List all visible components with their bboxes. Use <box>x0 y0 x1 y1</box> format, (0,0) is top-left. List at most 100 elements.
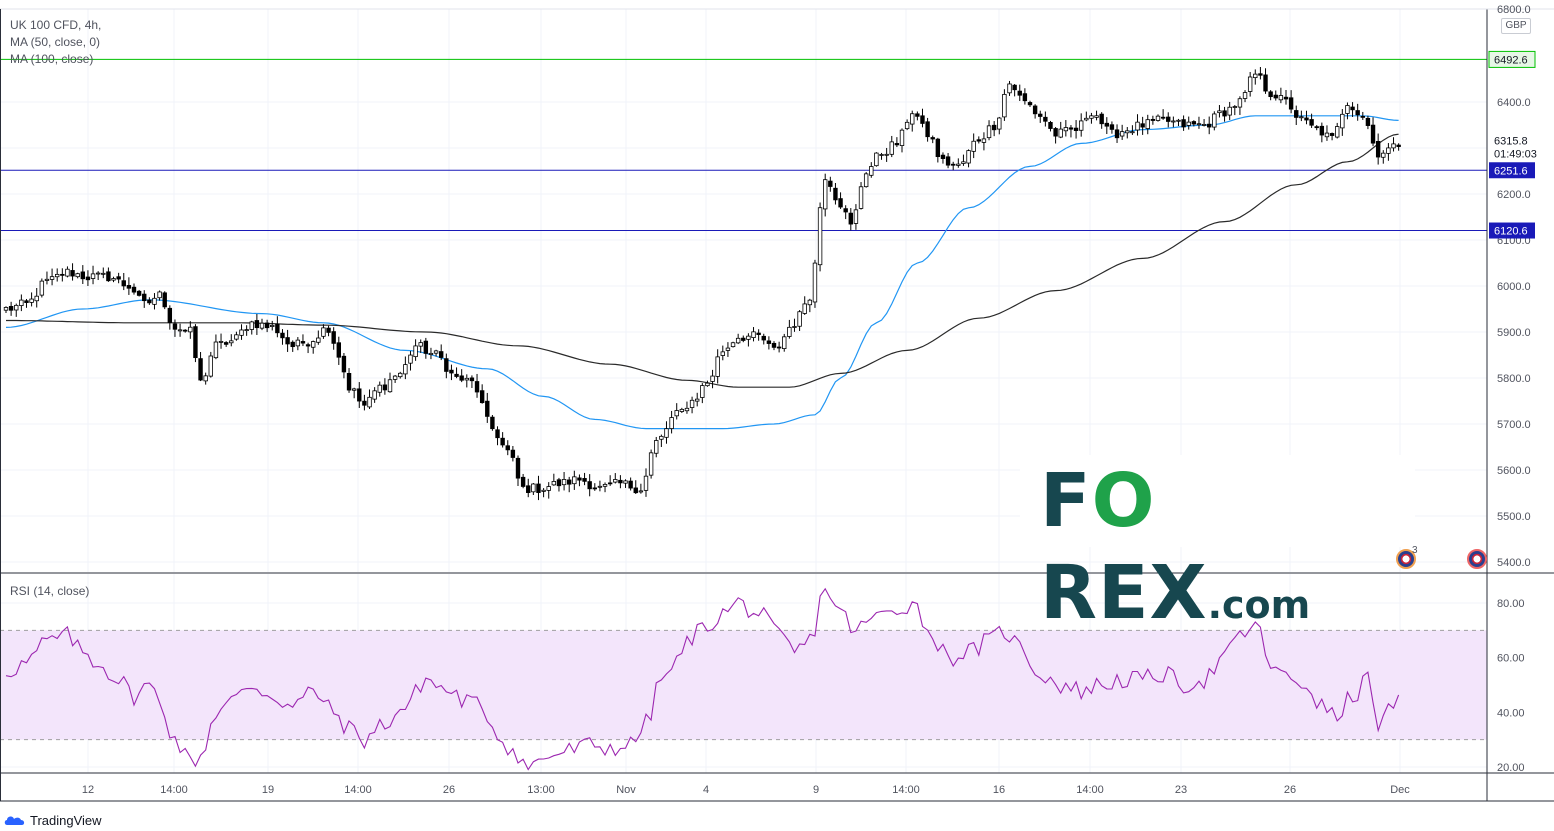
candle-body <box>1160 116 1166 119</box>
candle-body <box>111 278 116 281</box>
candle-body <box>695 398 700 402</box>
candle-body <box>44 278 50 281</box>
tradingview-cloud-icon <box>4 816 25 825</box>
candle-body <box>1386 147 1391 154</box>
candle-body <box>1242 92 1248 99</box>
candle-body <box>628 480 633 489</box>
candle-body <box>290 341 295 348</box>
candle-body <box>121 280 126 287</box>
ma50-legend[interactable]: MA (50, close, 0) <box>10 35 101 49</box>
price-axis[interactable]: 6800.06400.06300.06200.06100.06000.05900… <box>1497 4 1531 774</box>
candle-body <box>259 322 265 329</box>
candle-body <box>1073 127 1079 131</box>
candle-body <box>1201 123 1207 126</box>
candle-body <box>1125 130 1130 134</box>
horizontal-levels[interactable] <box>0 58 1487 232</box>
candle-body <box>131 286 137 293</box>
candle-body <box>65 268 70 277</box>
candle-body <box>398 372 403 378</box>
time-tick-label: 12 <box>82 784 94 796</box>
candle-body <box>776 346 782 349</box>
candle-body <box>689 399 695 408</box>
candle-body <box>1345 105 1350 114</box>
forex-logo: FOREX.com <box>1020 455 1415 636</box>
candle-body <box>218 340 224 343</box>
candle-body <box>377 384 382 393</box>
candle-body <box>198 358 203 381</box>
candle-body <box>392 375 398 380</box>
candle-body <box>1294 110 1299 118</box>
candle-body <box>633 487 638 494</box>
candle-body <box>1104 122 1109 127</box>
candle-body <box>577 477 582 481</box>
uk-event-flag-icon[interactable] <box>1467 549 1487 569</box>
rsi-tick-label: 20.00 <box>1497 762 1525 774</box>
candle-body <box>648 452 654 476</box>
time-tick-label: 14:00 <box>160 784 188 796</box>
candle-body <box>531 483 536 493</box>
candle-body <box>720 351 725 356</box>
price-tags: 6492.6 6315.801:49:03 6251.6 6120.6 <box>1488 50 1537 239</box>
candle-body <box>408 354 413 364</box>
price-tag-label: 6120.6 <box>1494 226 1528 238</box>
candle-body <box>638 490 644 493</box>
rsi-tick-label: 40.00 <box>1497 707 1525 719</box>
candle-body <box>607 482 613 485</box>
candle-body <box>1089 115 1094 119</box>
candle-body <box>1396 144 1401 147</box>
candle-body <box>85 276 91 281</box>
brand-letters-rex: REX <box>1040 550 1208 636</box>
tradingview-label: TradingView <box>30 812 102 828</box>
candle-body <box>270 324 275 327</box>
candle-body <box>29 298 34 303</box>
candle-body <box>1032 105 1038 115</box>
tradingview-branding[interactable]: TradingView <box>4 810 102 830</box>
candle-body <box>213 341 219 359</box>
rsi-line <box>5 587 1400 771</box>
candle-body <box>567 479 572 485</box>
candle-body <box>1268 91 1273 98</box>
symbol-title[interactable]: UK 100 CFD, 4h, <box>10 18 102 32</box>
candle-body <box>659 435 664 440</box>
candle-body <box>669 417 674 429</box>
ma100-legend[interactable]: MA (100, close) <box>10 52 94 66</box>
candle-body <box>874 152 879 167</box>
candle-body <box>331 331 336 344</box>
uk-event-flag-icon[interactable] <box>1396 549 1416 569</box>
candle-body <box>1273 94 1278 99</box>
candle-body <box>1247 76 1253 92</box>
candle-body <box>459 375 464 381</box>
candle-body <box>177 329 183 332</box>
candle-body <box>469 377 475 382</box>
candle-body <box>55 273 60 278</box>
rsi-title[interactable]: RSI (14, close) <box>10 584 90 598</box>
candle-body <box>300 341 306 344</box>
candle-body <box>541 489 546 492</box>
candle-body <box>147 299 152 304</box>
candle-body <box>485 400 490 417</box>
currency-badge[interactable]: GBP <box>1501 18 1531 34</box>
candle-body <box>367 396 372 408</box>
brand-letter-o: O <box>1091 458 1156 544</box>
rsi-tick-label: 60.00 <box>1497 653 1525 665</box>
candle-body <box>899 129 905 146</box>
price-tick-label: 5500.0 <box>1497 511 1531 523</box>
time-axis[interactable]: 12 14:00 19 14:00 26 13:00 Nov 4 9 14:00 16 14:00 23… <box>82 784 1410 796</box>
candle-body <box>1007 83 1012 94</box>
candle-body <box>782 336 787 349</box>
candle-body <box>797 311 802 327</box>
candle-body <box>951 163 956 166</box>
candle-body <box>310 341 316 348</box>
candle-body <box>1114 129 1120 139</box>
candle-body <box>1135 121 1140 131</box>
candle-body <box>418 342 423 347</box>
brand-suffix: .com <box>1207 583 1311 627</box>
candle-body <box>444 358 449 372</box>
price-tick-label: 5800.0 <box>1497 373 1531 385</box>
candle-body <box>1375 140 1381 158</box>
candle-body <box>730 342 736 348</box>
candle-body <box>1079 120 1084 131</box>
candle-body <box>336 342 341 358</box>
candle-body <box>735 337 741 344</box>
